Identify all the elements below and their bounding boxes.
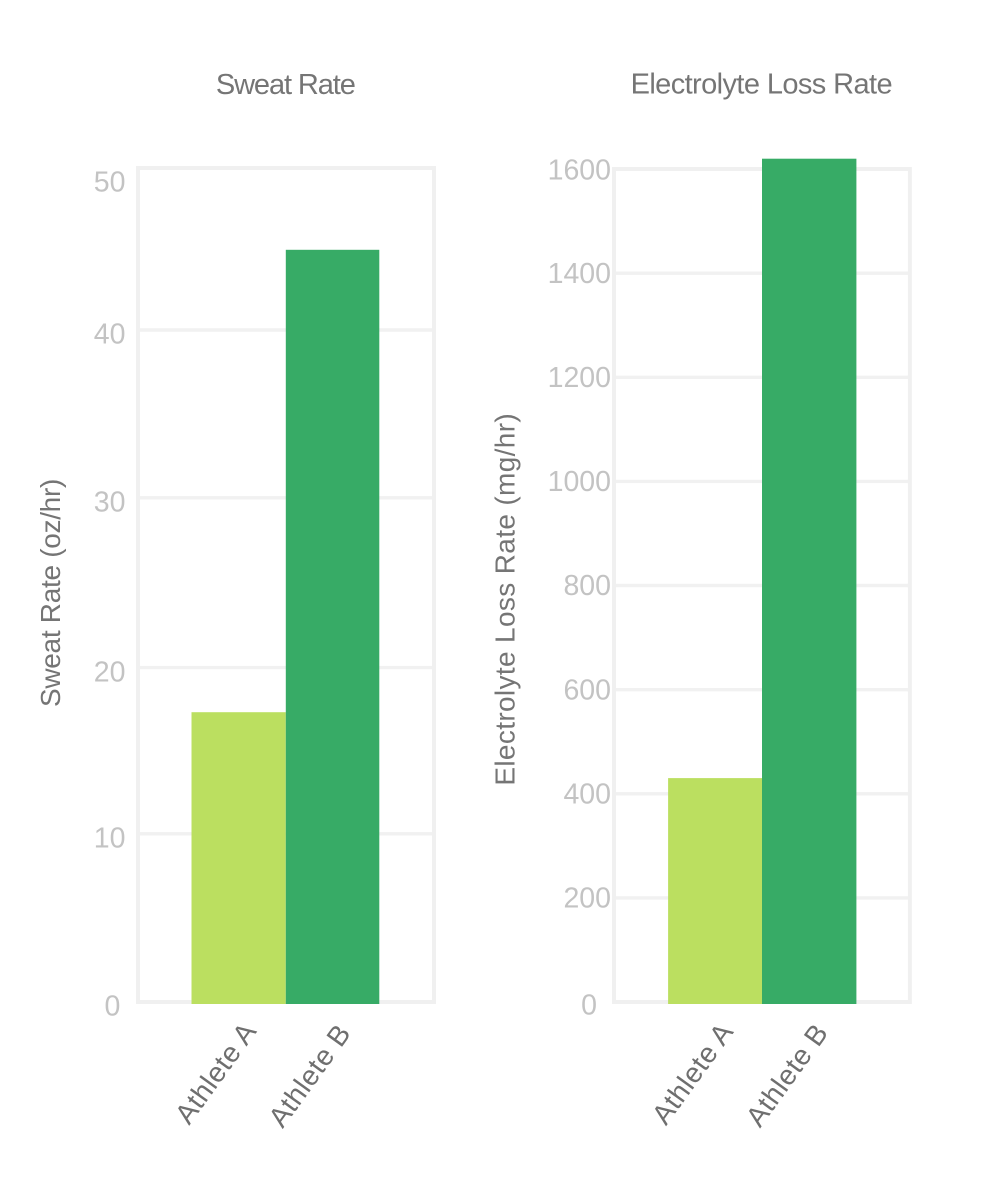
svg-text:0: 0: [104, 991, 120, 1023]
svg-text:30: 30: [94, 486, 126, 518]
svg-text:Athlete B: Athlete B: [262, 1018, 357, 1132]
svg-text:1400: 1400: [548, 258, 611, 290]
svg-text:800: 800: [563, 570, 611, 602]
svg-text:600: 600: [563, 674, 611, 706]
svg-text:Athlete A: Athlete A: [169, 1016, 263, 1129]
svg-text:200: 200: [563, 883, 611, 915]
svg-text:400: 400: [563, 779, 611, 811]
svg-text:Sweat Rate: Sweat Rate: [216, 69, 355, 101]
svg-text:10: 10: [94, 823, 126, 855]
svg-text:40: 40: [94, 319, 126, 351]
svg-text:50: 50: [94, 167, 126, 199]
svg-text:Electrolyte Loss Rate (mg/hr): Electrolyte Loss Rate (mg/hr): [490, 413, 521, 786]
svg-text:1600: 1600: [548, 154, 611, 186]
svg-text:0: 0: [581, 990, 597, 1022]
svg-text:1000: 1000: [548, 466, 611, 498]
svg-text:1200: 1200: [548, 362, 611, 394]
svg-text:Sweat Rate (oz/hr): Sweat Rate (oz/hr): [35, 479, 66, 707]
svg-text:Athlete B: Athlete B: [740, 1018, 835, 1132]
svg-text:20: 20: [94, 656, 126, 688]
svg-text:Athlete A: Athlete A: [646, 1017, 740, 1130]
svg-text:Electrolyte Loss Rate: Electrolyte Loss Rate: [631, 69, 892, 101]
